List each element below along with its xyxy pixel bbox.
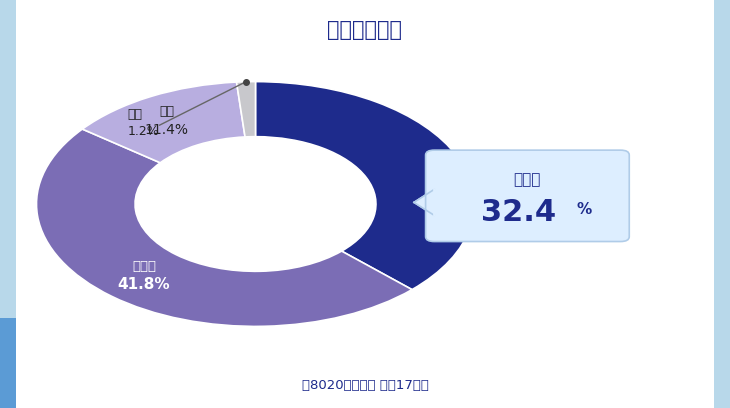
Text: %: % — [577, 202, 592, 217]
Wedge shape — [255, 82, 474, 290]
Text: 矯正: 矯正 — [128, 108, 143, 121]
Text: 1.2%: 1.2% — [128, 125, 159, 138]
Text: 【8020推進財団 平成17年】: 【8020推進財団 平成17年】 — [301, 379, 429, 392]
Bar — [714, 0, 730, 408]
Text: 11.4%: 11.4% — [145, 123, 189, 137]
Wedge shape — [237, 82, 256, 137]
Text: 32.4: 32.4 — [481, 197, 556, 227]
Text: 歯周病: 歯周病 — [132, 260, 156, 273]
Text: 破折: 破折 — [159, 105, 174, 118]
FancyBboxPatch shape — [426, 150, 629, 242]
Text: むし歯: むし歯 — [514, 172, 541, 187]
Bar — [0, 318, 16, 408]
Text: 41.8%: 41.8% — [118, 277, 170, 292]
Polygon shape — [414, 189, 434, 215]
Text: 歯を失う要因: 歯を失う要因 — [328, 20, 402, 40]
Wedge shape — [36, 129, 412, 326]
Wedge shape — [82, 82, 245, 163]
Bar — [0, 0, 16, 408]
